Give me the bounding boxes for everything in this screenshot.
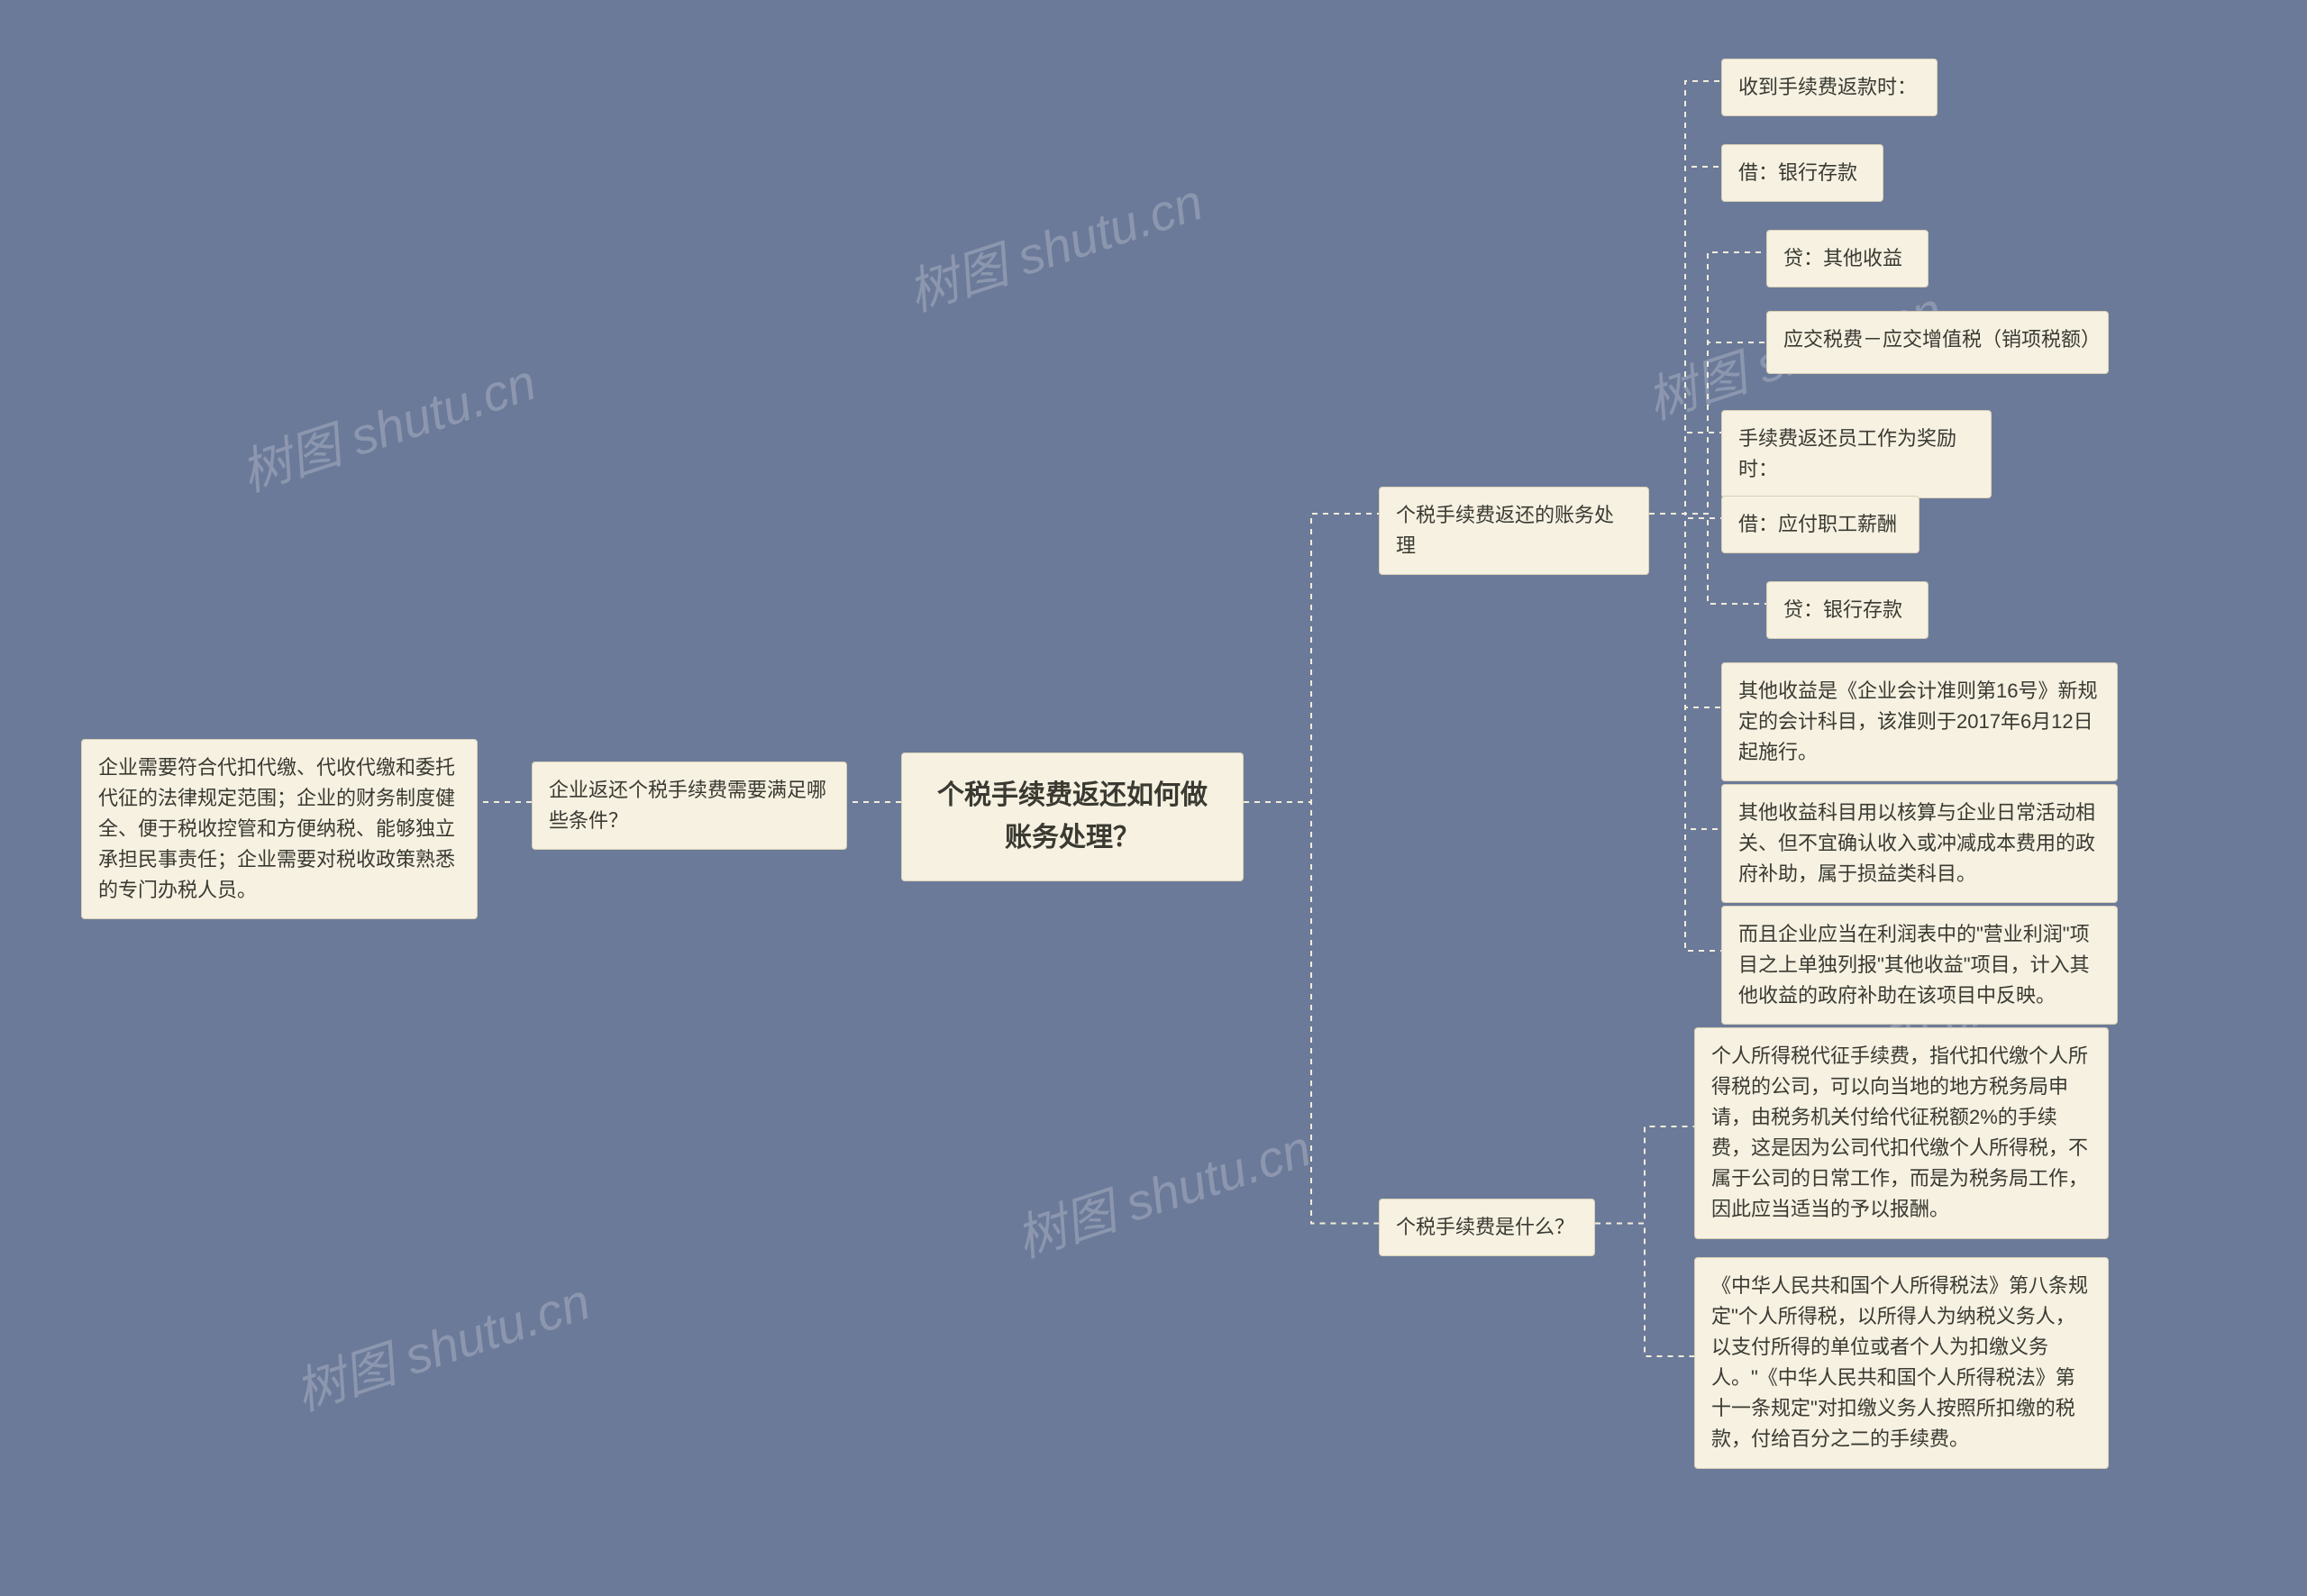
node-label: 企业返还个税手续费需要满足哪些条件？ bbox=[549, 779, 826, 832]
node-label: 个人所得税代征手续费，指代扣代缴个人所得税的公司，可以向当地的地方税务局申请，由… bbox=[1711, 1044, 2088, 1220]
mindmap-node[interactable]: 个税手续费是什么？ bbox=[1379, 1199, 1595, 1256]
node-label: 其他收益是《企业会计准则第16号》新规定的会计科目，该准则于2017年6月12日… bbox=[1738, 679, 2097, 763]
node-label: 而且企业应当在利润表中的"营业利润"项目之上单独列报"其他收益"项目，计入其他收… bbox=[1738, 923, 2090, 1007]
mindmap-node[interactable]: 手续费返还员工作为奖励时： bbox=[1721, 410, 1992, 498]
mindmap-node[interactable]: 其他收益科目用以核算与企业日常活动相关、但不宜确认收入或冲减成本费用的政府补助，… bbox=[1721, 784, 2118, 903]
node-label: 其他收益科目用以核算与企业日常活动相关、但不宜确认收入或冲减成本费用的政府补助，… bbox=[1738, 801, 2095, 885]
mindmap-node[interactable]: 贷：其他收益 bbox=[1766, 230, 1929, 287]
node-label: 贷：其他收益 bbox=[1783, 247, 1902, 269]
mindmap-node[interactable]: 而且企业应当在利润表中的"营业利润"项目之上单独列报"其他收益"项目，计入其他收… bbox=[1721, 906, 2118, 1025]
node-label: 收到手续费返款时： bbox=[1738, 76, 1917, 98]
node-label: 应交税费－应交增值税（销项税额） bbox=[1783, 328, 2101, 351]
node-label: 《中华人民共和国个人所得税法》第八条规定"个人所得税，以所得人为纳税义务人，以支… bbox=[1711, 1274, 2088, 1450]
mindmap-node[interactable]: 应交税费－应交增值税（销项税额） bbox=[1766, 311, 2109, 374]
mindmap-node[interactable]: 借：应付职工薪酬 bbox=[1721, 496, 1919, 553]
mindmap-node[interactable]: 其他收益是《企业会计准则第16号》新规定的会计科目，该准则于2017年6月12日… bbox=[1721, 662, 2118, 781]
mindmap-node[interactable]: 个税手续费返还如何做账务处理？ bbox=[901, 752, 1244, 881]
node-label: 借：应付职工薪酬 bbox=[1738, 513, 1897, 535]
mindmap-node[interactable]: 个人所得税代征手续费，指代扣代缴个人所得税的公司，可以向当地的地方税务局申请，由… bbox=[1694, 1027, 2109, 1239]
node-label: 个税手续费返还的账务处理 bbox=[1396, 504, 1614, 557]
mindmap-node[interactable]: 企业返还个税手续费需要满足哪些条件？ bbox=[532, 762, 847, 850]
mindmap-node[interactable]: 贷：银行存款 bbox=[1766, 581, 1929, 639]
node-label: 手续费返还员工作为奖励时： bbox=[1738, 427, 1956, 480]
mindmap-node[interactable]: 收到手续费返款时： bbox=[1721, 59, 1938, 116]
node-label: 个税手续费返还如何做账务处理？ bbox=[937, 780, 1208, 853]
mindmap-node[interactable]: 《中华人民共和国个人所得税法》第八条规定"个人所得税，以所得人为纳税义务人，以支… bbox=[1694, 1257, 2109, 1469]
node-label: 借：银行存款 bbox=[1738, 161, 1857, 184]
mindmap-node[interactable]: 个税手续费返还的账务处理 bbox=[1379, 487, 1649, 575]
node-label: 个税手续费是什么？ bbox=[1396, 1216, 1574, 1238]
node-label: 企业需要符合代扣代缴、代收代缴和委托代征的法律规定范围；企业的财务制度健全、便于… bbox=[98, 756, 455, 901]
mindmap-node[interactable]: 借：银行存款 bbox=[1721, 144, 1883, 202]
mindmap-node[interactable]: 企业需要符合代扣代缴、代收代缴和委托代征的法律规定范围；企业的财务制度健全、便于… bbox=[81, 739, 478, 919]
node-label: 贷：银行存款 bbox=[1783, 598, 1902, 621]
